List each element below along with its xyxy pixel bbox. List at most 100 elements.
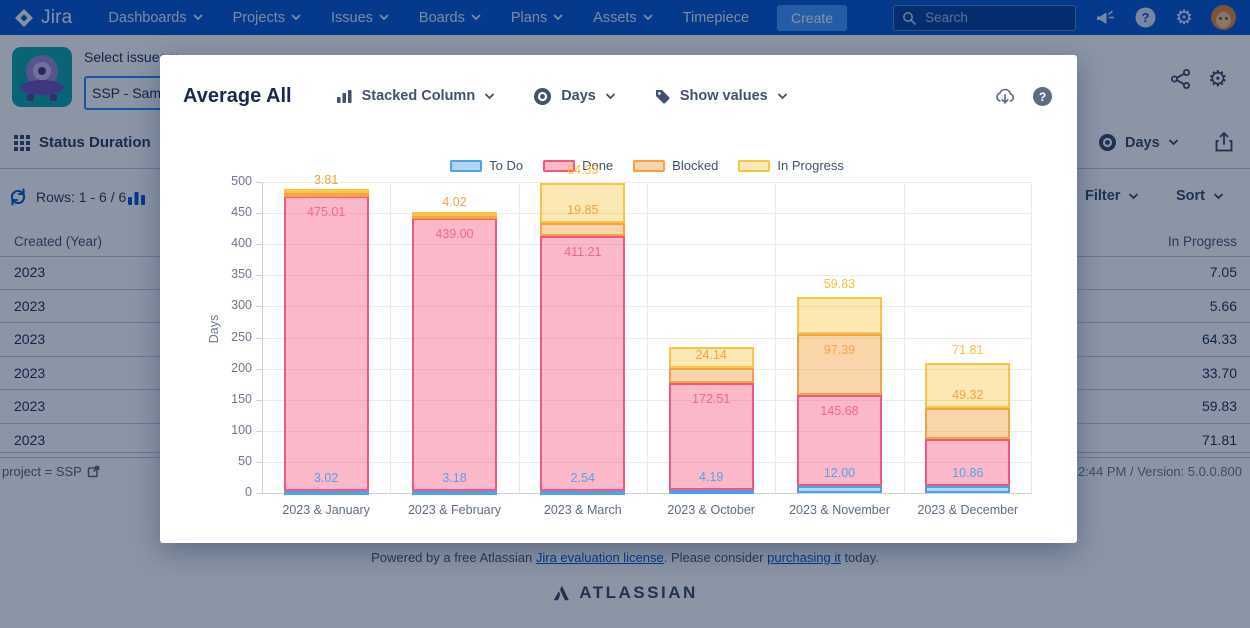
x-category-label: 2023 & October <box>667 503 755 517</box>
bar-segment-in-progress[interactable] <box>283 188 369 194</box>
bar-segment-done[interactable] <box>797 394 882 486</box>
legend-label: Done <box>582 158 614 173</box>
legend-item-to-do[interactable]: To Do <box>450 158 523 173</box>
license-text: today. <box>840 550 879 565</box>
jira-logo-text: Jira <box>41 6 73 28</box>
in-progress-cell: 64.33 <box>1201 331 1237 348</box>
bar-segment-blocked[interactable] <box>925 407 1011 439</box>
nav-item-assets[interactable]: Assets <box>593 10 653 26</box>
nav-item-plans[interactable]: Plans <box>511 10 563 26</box>
nav-item-timepiece[interactable]: Timepiece <box>683 10 749 26</box>
value-label-to-do: 3.02 <box>313 471 339 486</box>
create-button[interactable]: Create <box>777 4 848 31</box>
y-axis-tick <box>256 368 262 370</box>
bar-segment-in-progress[interactable] <box>412 211 497 216</box>
bar-segment-done[interactable] <box>283 195 369 492</box>
announcements-icon[interactable] <box>1094 7 1116 29</box>
nav-item-issues[interactable]: Issues <box>331 10 389 26</box>
modal-help-icon[interactable]: ? <box>1032 86 1053 107</box>
chevron-down-icon <box>291 14 301 21</box>
bar-segment-to-do[interactable] <box>540 491 626 496</box>
value-label-blocked: 19.85 <box>567 203 599 218</box>
bar-segment-to-do[interactable] <box>668 490 754 495</box>
x-axis-line <box>262 493 1032 494</box>
chevron-down-icon <box>1214 193 1223 199</box>
y-tick-label: 150 <box>231 391 252 406</box>
legend-label: In Progress <box>777 158 844 173</box>
bar-segment-to-do[interactable] <box>797 485 882 493</box>
in-progress-cell: 7.05 <box>1209 264 1237 280</box>
refresh-icon[interactable] <box>8 187 28 212</box>
ufo-leg <box>27 94 34 101</box>
bar-segment-to-do[interactable] <box>412 491 497 496</box>
bar-segment-done[interactable] <box>540 235 626 492</box>
nav-item-boards[interactable]: Boards <box>419 10 481 26</box>
nav-item-label: Boards <box>418 9 465 26</box>
evaluation-license-link[interactable]: Jira evaluation license <box>535 550 664 565</box>
legend-item-blocked[interactable]: Blocked <box>633 158 718 173</box>
value-label-to-do: 10.86 <box>952 466 984 481</box>
chevron-down-icon <box>777 93 787 99</box>
legend-item-in-progress[interactable]: In Progress <box>738 158 844 173</box>
y-axis-tick <box>256 493 262 494</box>
bar-segment-in-progress[interactable] <box>797 297 882 335</box>
external-link-icon <box>87 465 100 478</box>
download-chart-icon[interactable] <box>993 86 1017 106</box>
bar-segment-done[interactable] <box>925 438 1011 487</box>
chevron-down-icon <box>193 14 203 21</box>
jira-logo[interactable]: Jira <box>14 7 72 29</box>
show-values-label: Show values <box>679 88 768 104</box>
page-days-dropdown[interactable]: Days <box>1098 133 1179 152</box>
bar-segment-to-do[interactable] <box>925 486 1011 493</box>
y-axis-tick <box>256 275 262 277</box>
purchasing-link[interactable]: purchasing it <box>767 550 841 565</box>
bar-segment-done[interactable] <box>668 383 754 491</box>
avatar-face <box>1216 12 1231 28</box>
project-filter-link[interactable]: project = SSP <box>2 464 100 479</box>
search-box[interactable] <box>893 4 1077 31</box>
share-icon[interactable] <box>1170 68 1192 95</box>
help-icon[interactable]: ? <box>1134 6 1157 29</box>
bar-segment-blocked[interactable] <box>668 368 754 384</box>
show-values-dropdown[interactable]: Show values <box>654 88 788 105</box>
avatar-eye <box>1225 17 1228 20</box>
chart-legend: To Do Done Blocked In Progress <box>262 158 1032 173</box>
nav-item-label: Plans <box>510 9 548 26</box>
nav-item-label: Timepiece <box>682 9 750 26</box>
bar-segment-to-do[interactable] <box>283 491 369 496</box>
export-icon[interactable] <box>1214 131 1234 158</box>
generated-version-label: 24 12:44 PM / Version: 5.0.0.800 <box>1052 464 1242 479</box>
sort-dropdown[interactable]: Sort <box>1176 188 1224 204</box>
nav-item-projects[interactable]: Projects <box>233 10 301 26</box>
value-label-to-do: 12.00 <box>823 465 856 480</box>
gadget-app-icon <box>12 47 72 107</box>
top-navbar: Jira Dashboards Projects Issues Boards Plans… <box>0 0 1250 35</box>
chart-type-dropdown[interactable]: Stacked Column <box>336 88 496 105</box>
nav-item-label: Projects <box>232 9 285 26</box>
bar-segment-in-progress[interactable] <box>668 347 754 369</box>
nav-menu: Dashboards Projects Issues Boards Plans Asset… <box>108 10 749 26</box>
bar-segment-blocked[interactable] <box>797 334 882 395</box>
table-header-in-progress: In Progress <box>1167 234 1237 249</box>
settings-gear-icon[interactable]: ⚙ <box>1175 6 1193 29</box>
in-progress-cell: 5.66 <box>1209 297 1237 314</box>
bar-segment-blocked[interactable] <box>540 223 626 236</box>
bar-segment-in-progress[interactable] <box>925 363 1011 408</box>
time-unit-dropdown[interactable]: Days <box>533 87 616 106</box>
legend-item-done[interactable]: Done <box>543 158 613 173</box>
table-header-created-year: Created (Year) <box>14 234 103 249</box>
y-tick-label: 100 <box>231 422 252 437</box>
user-avatar[interactable] <box>1211 5 1236 30</box>
bar-segment-done[interactable] <box>412 217 497 491</box>
value-label-in-progress: 59.83 <box>823 277 856 292</box>
chart-view-toggle-icon[interactable] <box>127 187 147 212</box>
nav-item-dashboards[interactable]: Dashboards <box>108 10 203 26</box>
bar-segment-blocked[interactable] <box>412 215 497 220</box>
y-axis-tick <box>256 244 262 246</box>
page-settings-gear-icon[interactable]: ⚙ <box>1208 66 1228 91</box>
bar-segment-in-progress[interactable] <box>540 183 626 224</box>
search-input[interactable] <box>923 9 1048 26</box>
value-label-to-do: 3.18 <box>442 471 467 486</box>
filter-dropdown[interactable]: Filter <box>1085 188 1139 204</box>
bar-segment-blocked[interactable] <box>283 193 369 198</box>
